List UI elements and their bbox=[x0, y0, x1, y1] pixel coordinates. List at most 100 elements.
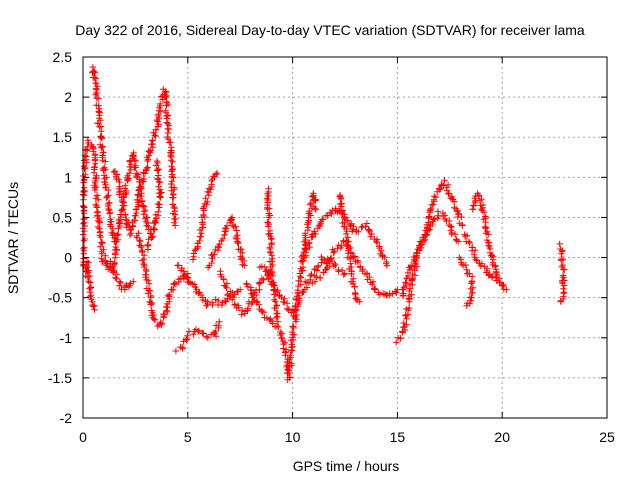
data-point bbox=[560, 282, 568, 289]
data-point bbox=[157, 194, 164, 201]
data-point bbox=[311, 228, 318, 235]
data-point bbox=[237, 256, 245, 263]
data-point bbox=[90, 303, 97, 310]
data-point bbox=[403, 315, 410, 322]
data-point bbox=[92, 91, 99, 98]
data-point bbox=[150, 315, 158, 323]
data-point bbox=[111, 167, 119, 175]
data-point bbox=[393, 339, 400, 346]
data-point bbox=[244, 305, 252, 312]
data-point bbox=[308, 271, 315, 278]
data-point bbox=[156, 204, 163, 211]
data-point bbox=[100, 246, 107, 253]
data-point bbox=[127, 161, 135, 168]
data-point bbox=[215, 244, 223, 251]
data-point bbox=[560, 266, 567, 273]
data-point bbox=[327, 255, 334, 263]
data-point bbox=[93, 202, 100, 210]
data-point bbox=[163, 303, 170, 311]
data-point bbox=[316, 221, 323, 229]
data-point bbox=[397, 335, 404, 342]
data-point bbox=[211, 251, 218, 258]
data-point bbox=[445, 190, 452, 198]
data-point bbox=[158, 320, 166, 327]
data-point bbox=[416, 238, 424, 245]
data-point bbox=[103, 260, 111, 267]
data-point bbox=[97, 243, 104, 250]
data-point bbox=[268, 318, 276, 325]
data-point bbox=[381, 254, 388, 261]
data-point bbox=[355, 228, 362, 235]
data-point bbox=[116, 282, 123, 289]
data-point bbox=[483, 267, 491, 275]
data-point bbox=[478, 260, 486, 267]
data-point bbox=[258, 275, 266, 282]
data-point bbox=[96, 219, 103, 226]
data-point bbox=[260, 309, 268, 316]
data-point bbox=[95, 119, 102, 127]
data-point bbox=[497, 279, 505, 286]
data-point bbox=[265, 192, 272, 200]
data-point bbox=[289, 328, 296, 336]
data-point bbox=[272, 298, 279, 305]
data-point bbox=[91, 74, 98, 81]
data-point bbox=[98, 239, 105, 246]
data-point bbox=[462, 261, 469, 269]
data-point bbox=[347, 253, 354, 261]
data-point bbox=[235, 304, 242, 311]
data-point bbox=[372, 285, 379, 293]
data-point bbox=[283, 300, 291, 307]
data-point bbox=[344, 217, 351, 224]
data-point bbox=[499, 282, 506, 289]
data-point bbox=[122, 211, 129, 219]
data-point bbox=[168, 168, 175, 175]
data-point bbox=[318, 253, 325, 261]
data-point bbox=[313, 267, 321, 274]
data-point bbox=[313, 273, 320, 281]
data-point bbox=[191, 281, 198, 288]
data-point bbox=[101, 178, 108, 186]
data-point bbox=[467, 285, 474, 293]
data-point bbox=[81, 204, 88, 211]
data-point bbox=[281, 339, 289, 346]
data-point bbox=[288, 360, 295, 367]
data-point bbox=[184, 332, 191, 339]
data-point bbox=[209, 301, 216, 309]
data-point bbox=[227, 215, 235, 223]
data-point bbox=[480, 209, 488, 216]
y-tick-label: -1 bbox=[60, 330, 73, 346]
x-tick-label: 15 bbox=[390, 429, 406, 445]
data-point bbox=[468, 280, 475, 287]
data-point bbox=[356, 298, 363, 305]
data-point bbox=[168, 178, 176, 185]
data-point bbox=[164, 292, 172, 299]
data-point bbox=[90, 68, 98, 75]
data-point bbox=[249, 291, 257, 299]
data-point bbox=[120, 202, 127, 209]
data-point bbox=[87, 283, 95, 291]
data-point bbox=[223, 222, 231, 229]
data-point bbox=[383, 262, 391, 269]
data-point bbox=[212, 327, 219, 335]
data-point bbox=[117, 279, 124, 287]
data-point bbox=[158, 321, 165, 328]
data-point bbox=[299, 264, 307, 271]
data-point bbox=[451, 231, 459, 238]
x-tick-label: 0 bbox=[79, 429, 87, 445]
data-point bbox=[139, 257, 146, 264]
x-tick-label: 10 bbox=[285, 429, 301, 445]
data-point bbox=[208, 251, 215, 259]
data-point bbox=[109, 225, 116, 232]
data-point bbox=[314, 263, 322, 271]
data-point bbox=[213, 170, 221, 177]
data-point bbox=[303, 245, 310, 252]
data-point bbox=[151, 132, 158, 139]
y-tick-label: 0 bbox=[64, 250, 72, 266]
data-point bbox=[237, 286, 244, 293]
data-point bbox=[348, 270, 355, 278]
data-point bbox=[311, 278, 319, 285]
data-point bbox=[152, 132, 159, 140]
data-point bbox=[472, 256, 479, 263]
data-point bbox=[84, 137, 91, 144]
data-point bbox=[458, 213, 465, 221]
